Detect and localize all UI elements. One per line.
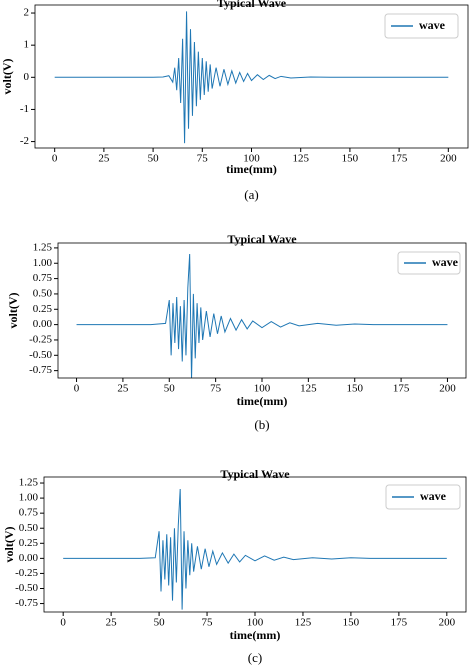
x-tick-label: 25 [98, 153, 110, 165]
y-tick-label: 1.25 [19, 477, 39, 489]
y-axis-label: volt(V) [6, 293, 20, 329]
x-axis-label: time(mm) [237, 394, 288, 408]
x-tick-label: 75 [202, 617, 214, 629]
x-tick-label: 175 [393, 383, 410, 395]
y-tick-label: 0.75 [19, 507, 39, 519]
y-tick-label: 0.25 [33, 303, 53, 315]
x-tick-label: 50 [164, 383, 176, 395]
y-tick-label: -0.75 [29, 364, 52, 376]
legend-label: wave [420, 489, 447, 503]
legend-box [384, 13, 459, 39]
x-tick-label: 0 [52, 153, 58, 165]
y-tick-label: 1.25 [33, 241, 53, 253]
x-tick-label: 200 [439, 617, 456, 629]
y-tick-label: -2 [20, 135, 29, 147]
y-tick-label: 0.25 [19, 537, 39, 549]
caption: (b) [254, 417, 269, 432]
x-tick-label: 100 [247, 617, 264, 629]
x-tick-label: 150 [343, 617, 360, 629]
x-tick-label: 150 [342, 153, 359, 165]
y-tick-label: 0.00 [33, 318, 53, 330]
x-tick-label: 125 [300, 383, 317, 395]
y-tick-label: -1 [20, 103, 29, 115]
caption: (a) [244, 187, 258, 202]
wave-line [76, 254, 448, 378]
x-tick-label: 75 [197, 153, 209, 165]
x-tick-label: 125 [292, 153, 309, 165]
y-tick-label: -0.50 [15, 582, 38, 594]
y-tick-label: 0.50 [19, 522, 39, 534]
x-tick-label: 0 [74, 383, 80, 395]
x-axis-label: time(mm) [230, 628, 281, 642]
x-tick-label: 50 [154, 617, 166, 629]
y-tick-label: -0.50 [29, 349, 52, 361]
x-tick-label: 0 [60, 617, 66, 629]
wave-line [63, 489, 447, 610]
x-tick-label: 150 [346, 383, 363, 395]
y-tick-label: 2 [24, 7, 30, 19]
legend-label: wave [419, 18, 446, 32]
legend-box [397, 251, 461, 275]
y-axis-label: volt(V) [0, 59, 14, 95]
y-tick-label: 0.50 [33, 287, 53, 299]
x-tick-label: 50 [148, 153, 160, 165]
wave-line [54, 11, 449, 144]
y-tick-label: -0.75 [15, 597, 38, 609]
x-tick-label: 200 [440, 153, 457, 165]
y-tick-label: 0.75 [33, 272, 53, 284]
x-tick-label: 175 [391, 153, 408, 165]
y-tick-label: 1.00 [19, 492, 39, 504]
y-tick-label: 1.00 [33, 257, 53, 269]
x-tick-label: 100 [243, 153, 260, 165]
y-tick-label: -0.25 [15, 567, 38, 579]
caption: (c) [248, 650, 262, 665]
legend-box [385, 484, 461, 510]
x-tick-label: 200 [439, 383, 456, 395]
y-tick-label: 0 [24, 71, 30, 83]
legend-label: wave [432, 255, 459, 269]
chart-title: Typical Wave [220, 467, 290, 481]
x-tick-label: 175 [391, 617, 408, 629]
x-axis-label: time(mm) [226, 162, 277, 176]
y-tick-label: 1 [24, 39, 30, 51]
chart-title: Typical Wave [227, 232, 297, 246]
y-axis-label: volt(V) [2, 527, 16, 563]
y-tick-label: 0.00 [19, 552, 39, 564]
x-tick-label: 75 [210, 383, 222, 395]
chart-title: Typical Wave [217, 0, 287, 10]
x-tick-label: 25 [106, 617, 118, 629]
x-tick-label: 25 [117, 383, 129, 395]
x-tick-label: 125 [295, 617, 312, 629]
y-tick-label: -0.25 [29, 333, 52, 345]
x-tick-label: 100 [254, 383, 271, 395]
